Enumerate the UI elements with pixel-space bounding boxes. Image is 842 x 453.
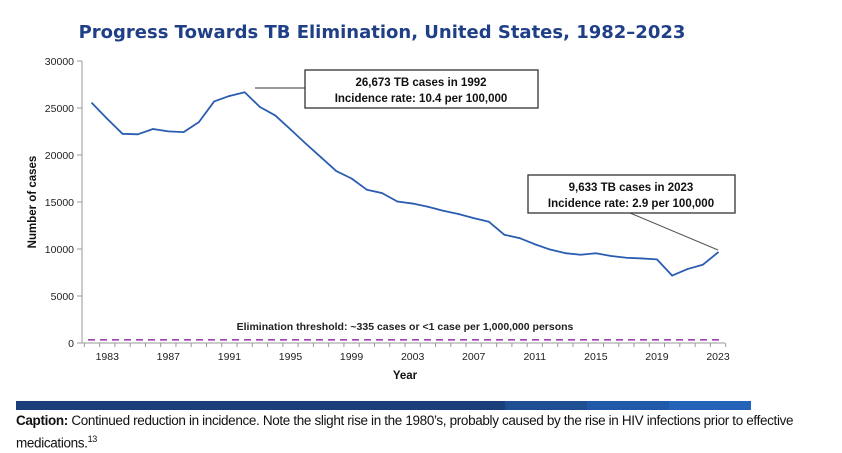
annotation-2023: 9,633 TB cases in 2023 Incidence rate: 2… — [527, 174, 736, 251]
data-point — [686, 268, 689, 270]
data-point — [91, 102, 93, 105]
data-point — [610, 255, 613, 257]
annotation-line: 9,633 TB cases in 2023 — [569, 182, 694, 194]
data-point — [579, 253, 582, 256]
caption-reference: 13 — [87, 434, 98, 444]
data-point — [625, 256, 628, 259]
tb-chart: Progress Towards TB Elimination, United … — [27, 22, 736, 382]
x-tick-label: 1983 — [96, 351, 120, 363]
data-point — [136, 133, 139, 136]
data-point — [182, 131, 185, 134]
data-point — [564, 252, 567, 255]
x-tick-label: 2003 — [401, 351, 425, 363]
data-point — [671, 274, 674, 277]
data-point — [701, 263, 704, 266]
x-tick-label: 2019 — [645, 351, 669, 363]
y-tick-label: 25000 — [45, 103, 74, 115]
data-point — [320, 156, 322, 159]
bar-segment — [505, 401, 587, 410]
x-tick-label: 1987 — [157, 351, 181, 363]
y-tick-label: 15000 — [45, 197, 74, 209]
bar-segment — [587, 401, 669, 410]
data-point — [304, 142, 307, 145]
data-point — [289, 128, 292, 131]
x-tick-label: 2015 — [584, 351, 608, 363]
y-tick-label: 10000 — [45, 244, 74, 256]
x-tick-label: 1995 — [279, 351, 303, 363]
data-point — [121, 132, 124, 135]
annotation-line: 26,673 TB cases in 1992 — [355, 77, 486, 89]
data-point — [717, 251, 719, 254]
x-tick-label: 2023 — [706, 351, 730, 363]
series-line — [91, 91, 719, 277]
data-point — [243, 91, 246, 94]
y-tick-label: 30000 — [45, 56, 74, 68]
data-point — [594, 252, 597, 255]
x-tick-label: 2011 — [523, 351, 546, 363]
data-point — [213, 100, 216, 103]
data-point — [427, 205, 429, 208]
data-point — [411, 202, 414, 205]
bar-segment — [16, 401, 505, 410]
data-point — [457, 213, 460, 215]
annotation-box — [527, 174, 736, 214]
annotation-line: Incidence rate: 2.9 per 100,000 — [548, 198, 714, 210]
caption-label: Caption: — [16, 413, 68, 428]
annotation-box — [304, 69, 539, 109]
data-point — [549, 248, 551, 251]
data-point — [335, 170, 338, 173]
bar-segment — [669, 401, 751, 410]
data-point — [442, 209, 445, 212]
data-point — [656, 258, 658, 261]
data-point — [350, 177, 353, 180]
data-point — [518, 237, 521, 239]
annotation-1992: 26,673 TB cases in 1992 Incidence rate: … — [255, 69, 539, 109]
x-axis-label: Year — [393, 370, 418, 382]
data-point — [274, 114, 277, 117]
annotation-line: Incidence rate: 10.4 per 100,000 — [335, 93, 508, 105]
data-point — [396, 200, 399, 203]
caption-divider-bar — [16, 401, 751, 410]
caption: Caption: Continued reduction in incidenc… — [16, 411, 836, 453]
axes: 0 5000 10000 15000 20000 25000 30000 1983 1987 19… — [45, 56, 730, 363]
y-axis-label: Number of cases — [27, 156, 39, 249]
data-point — [365, 188, 368, 191]
annotation-leader — [629, 212, 719, 251]
data-point — [152, 128, 154, 130]
data-point — [197, 121, 200, 124]
data-point — [533, 243, 536, 246]
data-point — [472, 217, 475, 220]
data-point — [381, 192, 383, 195]
data-point — [488, 220, 490, 223]
x-tick-label: 1991 — [218, 351, 242, 363]
data-point — [503, 233, 506, 236]
data-point — [106, 117, 109, 120]
y-tick-label: 5000 — [51, 291, 75, 303]
x-tick-label: 2007 — [462, 351, 486, 363]
threshold-label: Elimination threshold: ~335 cases or <1 … — [237, 321, 574, 333]
data-point — [640, 257, 643, 260]
data-point — [228, 95, 231, 97]
x-tick-label: 1999 — [340, 351, 364, 363]
data-point — [259, 106, 261, 108]
y-tick-label: 20000 — [45, 150, 74, 162]
caption-text: Continued reduction in incidence. Note t… — [16, 413, 794, 451]
chart-title: Progress Towards TB Elimination, United … — [79, 22, 686, 43]
y-tick-label: 0 — [68, 338, 74, 350]
data-point — [167, 130, 170, 133]
